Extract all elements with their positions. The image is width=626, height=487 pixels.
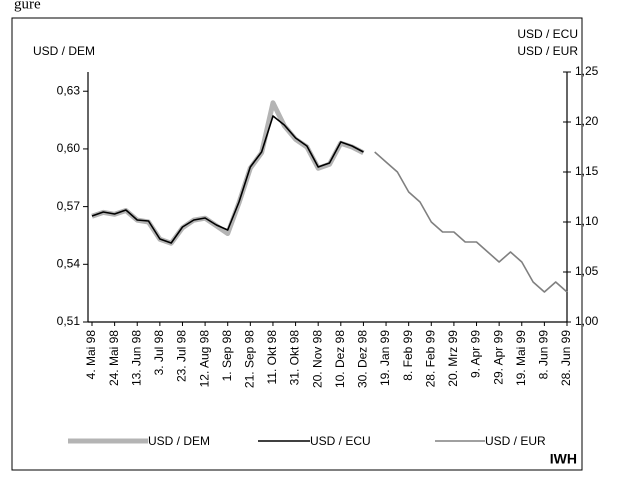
x-tick-label: 30. Dez 98 <box>356 330 370 388</box>
y2-axis-title: USD / ECU <box>517 27 578 41</box>
y-axis-title: USD / DEM <box>33 44 95 58</box>
x-tick-label: 10. Dez 98 <box>333 330 347 388</box>
x-tick-label: 31. Okt 98 <box>288 330 302 386</box>
frame <box>11 17 583 471</box>
x-tick-label: 28. Jun 99 <box>559 330 573 386</box>
y-tick-label: 0,63 <box>57 83 81 97</box>
x-tick-label: 24. Mai 98 <box>107 330 121 386</box>
x-tick-label: 19. Jan 99 <box>378 330 392 386</box>
x-tick-label: 3. Jul 98 <box>152 330 166 376</box>
x-tick-label: 8. Feb 99 <box>401 330 415 381</box>
y-tick-label: 0,57 <box>57 199 81 213</box>
y2-tick-label: 1,20 <box>575 114 599 128</box>
y-tick-label: 0,51 <box>57 314 81 328</box>
x-tick-label: 20. Nov 98 <box>310 330 324 388</box>
x-tick-label: 1. Sep 98 <box>220 330 234 382</box>
y2-axis-title: USD / EUR <box>517 44 578 58</box>
legend-label: USD / DEM <box>148 434 210 448</box>
x-tick-label: 13. Jun 98 <box>129 330 143 386</box>
legend-label: USD / ECU <box>310 434 371 448</box>
x-tick-label: 21. Sep 98 <box>243 330 257 388</box>
series-line <box>374 151 568 293</box>
y2-tick-label: 1,15 <box>575 164 599 178</box>
x-tick-label: 9. Apr 99 <box>469 330 483 378</box>
caption-fragment: gure <box>14 0 41 12</box>
legend-label: USD / EUR <box>485 434 546 448</box>
x-tick-label: 19. Mai 99 <box>514 330 528 386</box>
x-tick-label: 12. Aug 98 <box>197 330 211 388</box>
y2-tick-label: 1,05 <box>575 264 599 278</box>
x-tick-label: 11. Okt 98 <box>265 330 279 385</box>
x-tick-label: 4. Mai 98 <box>84 330 98 380</box>
source: IWH <box>550 451 577 467</box>
y-tick-label: 0,54 <box>57 256 81 270</box>
y2-tick-label: 1,10 <box>575 214 599 228</box>
series-line <box>91 100 365 246</box>
x-tick-label: 28. Feb 99 <box>423 330 437 388</box>
y2-tick-label: 1,25 <box>575 64 599 78</box>
series-line <box>91 115 364 244</box>
y2-tick-label: 1,00 <box>575 314 599 328</box>
x-tick-label: 23. Jul 98 <box>175 330 189 382</box>
x-tick-label: 20. Mrz 99 <box>446 330 460 387</box>
y-tick-label: 0,60 <box>57 141 81 155</box>
x-tick-label: 8. Jun 99 <box>537 330 551 380</box>
x-tick-label: 29. Apr 99 <box>491 330 505 385</box>
